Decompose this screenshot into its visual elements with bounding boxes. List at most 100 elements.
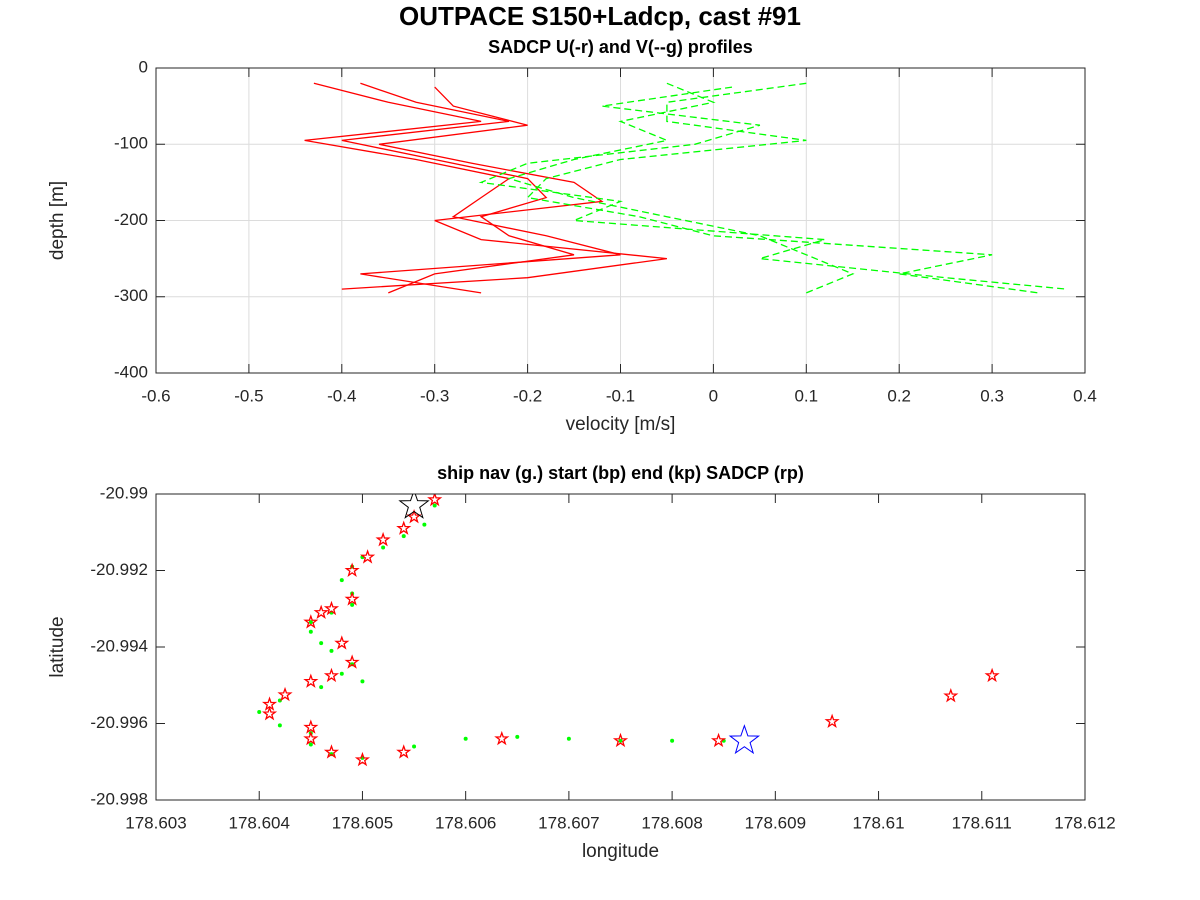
nav-point [308,620,313,625]
nav-point [618,738,623,743]
nav-point [463,736,468,741]
y-tick-label: -20.998 [90,789,148,808]
y-tick-label: 0 [139,57,148,76]
profile-line [478,86,1067,290]
star-marker [261,696,278,711]
star-marker [313,604,329,620]
nav-point [432,503,437,508]
y-tick-label: -20.996 [90,713,148,732]
plot-marks [257,494,1000,767]
x-tick-label: 178.607 [538,813,599,832]
nav-point [566,736,571,741]
x-tick-label: 0.3 [980,386,1004,405]
nav-point [277,723,282,728]
x-tick-label: 0.2 [887,386,911,405]
star-marker [344,591,360,606]
star-marker [360,549,376,564]
star-marker [277,686,293,702]
x-axis-label: longitude [582,841,659,862]
star-marker [303,614,319,629]
y-tick-label: -20.992 [90,560,148,579]
x-tick-label: -0.3 [420,386,449,405]
nav-point [319,641,324,646]
y-tick-label: -200 [114,210,148,229]
x-tick-label: 178.608 [641,813,702,832]
y-tick-label: -300 [114,286,148,305]
x-axis-label: velocity [m/s] [566,414,676,435]
star-marker [303,673,319,688]
star-marker [323,600,340,616]
profile-line [506,82,855,294]
nav-point [308,742,313,747]
star-marker [427,494,443,507]
star-marker [824,713,840,729]
star-marker [303,730,319,746]
star-marker [398,494,430,519]
star-marker [344,654,360,669]
x-tick-label: 0.1 [794,386,818,405]
star-marker [728,724,761,755]
star-marker [354,751,371,767]
star-marker [943,687,959,703]
x-tick-label: -0.4 [327,386,356,405]
y-tick-label: -400 [114,362,148,381]
x-tick-label: -0.2 [513,386,542,405]
x-tick-label: 178.605 [332,813,393,832]
axes-title: ship nav (g.) start (bp) end (kp) SADCP … [437,463,804,483]
profile-line [304,82,621,294]
x-tick-label: 178.612 [1054,813,1115,832]
nav-point [381,545,386,550]
x-tick-label: 178.61 [853,813,905,832]
axes-box [155,493,1086,801]
star-marker [323,744,340,759]
x-tick-label: 178.611 [952,813,1012,832]
axes-title: SADCP U(-r) and V(--g) profiles [488,37,753,57]
x-tick-label: 178.609 [745,813,806,832]
y-axis-label: depth [m] [47,181,68,260]
star-marker [334,635,350,650]
x-tick-label: 0.4 [1073,386,1097,405]
figure-title: OUTPACE S150+Ladcp, cast #91 [399,1,801,31]
nav-point [308,629,313,634]
nav-point [360,679,365,684]
star-marker [710,732,727,748]
y-axis-label: latitude [47,616,68,677]
nav-point [412,744,417,749]
nav-point [339,578,344,583]
profile-line [341,86,667,290]
star-marker [396,744,412,759]
profile-line [526,82,1039,294]
x-tick-label: 178.603 [125,813,186,832]
axes-box [155,67,1086,374]
x-tick-label: -0.5 [234,386,263,405]
star-marker [396,520,412,535]
nav-point [339,671,344,676]
star-marker [344,562,360,577]
star-marker [612,732,629,748]
x-tick-label: -0.1 [606,386,635,405]
plot-marks [304,82,1067,294]
y-tick-label: -20.99 [100,483,148,502]
x-tick-label: 178.604 [228,813,289,832]
star-marker [303,719,319,734]
nav-point [319,685,324,690]
star-marker [406,508,422,524]
nav-point [670,738,675,743]
star-marker [261,705,278,721]
star-marker [323,667,340,683]
star-marker [984,667,1000,683]
nav-point [515,734,520,739]
star-marker [494,730,510,746]
y-tick-label: -100 [114,134,148,153]
nav-point [422,522,427,527]
star-marker [375,531,391,547]
x-tick-label: 0 [709,386,718,405]
nav-point [257,710,262,715]
nav-point [329,648,334,653]
nav-point [350,602,355,607]
plot-area [156,494,1085,800]
y-tick-label: -20.994 [90,636,148,655]
x-tick-label: 178.606 [435,813,496,832]
x-tick-label: -0.6 [141,386,170,405]
